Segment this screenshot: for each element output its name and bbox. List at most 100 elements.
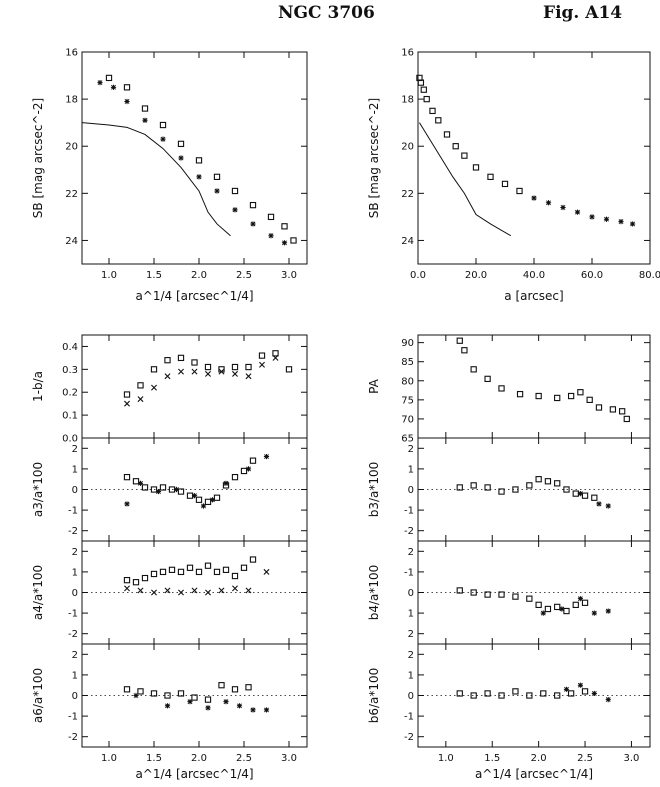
data-point-square (213, 494, 221, 501)
data-point-square (222, 566, 230, 573)
y-axis-label: a4/a*100 (31, 565, 45, 620)
data-point-star (232, 207, 238, 213)
y-tick-label: 1 (408, 464, 414, 475)
data-point-square (512, 593, 519, 600)
data-point-star (531, 195, 537, 201)
y-tick-label: 1 (408, 609, 414, 620)
data-point-square (150, 366, 158, 373)
data-point-square (168, 566, 176, 573)
x-axis-label: a^1/4 [arcsec^1/4] (135, 767, 253, 781)
y-tick-label: -2 (68, 526, 78, 537)
y-tick-label: 22 (401, 189, 414, 200)
y-tick-label: 0 (72, 588, 78, 599)
data-point-square (487, 173, 494, 180)
data-point-square (159, 568, 167, 576)
data-point-cross (137, 587, 144, 594)
x-axis-label: a^1/4 [arcsec^1/4] (475, 767, 593, 781)
data-point-star (178, 155, 184, 161)
data-point-star (577, 596, 583, 602)
data-point-cross (164, 587, 171, 594)
data-point-square (470, 482, 477, 489)
data-point-square (231, 686, 239, 693)
data-point-square (195, 157, 203, 164)
data-point-star (223, 699, 229, 705)
y-tick-label: -2 (404, 526, 414, 537)
data-point-star (137, 480, 144, 486)
x-tick-label: 3.0 (281, 753, 297, 764)
y-tick-label: -1 (404, 567, 414, 578)
data-point-star (133, 692, 139, 699)
panel-sb-r14: 1.0 1.5 2.0 2.5 3.0 16 18 20 22 24 SB [mag arcsec^… (31, 48, 308, 303)
y-tick-label: -1 (404, 506, 414, 517)
data-point-square (164, 357, 171, 364)
data-point-star (589, 214, 595, 220)
y-tick-label: 0 (72, 691, 78, 702)
data-point-star (223, 480, 229, 486)
x-tick-label: 1.0 (101, 753, 117, 764)
data-point-star (560, 204, 566, 211)
data-point-square (563, 486, 570, 493)
data-point-square (123, 686, 131, 693)
data-point-square (204, 562, 212, 569)
data-point-star (263, 707, 270, 713)
data-point-square (470, 692, 477, 699)
y-tick-label: 18 (65, 95, 78, 106)
data-point-square (461, 347, 468, 354)
data-point-square (512, 688, 519, 695)
figure-object-title: NGC 3706 (278, 3, 375, 23)
data-point-square (498, 488, 505, 495)
data-point-square (516, 390, 524, 398)
x-tick-label: 2.5 (577, 753, 593, 764)
y-tick-label: 22 (65, 189, 78, 200)
data-point-square (563, 607, 570, 615)
data-point-square (245, 684, 252, 691)
x-tick-label: 3.0 (623, 753, 639, 764)
data-point-cross (191, 587, 198, 594)
data-point-cross (218, 368, 225, 375)
data-point-square (535, 601, 542, 609)
data-point-square (231, 473, 239, 481)
figure-number: Fig. A14 (543, 3, 623, 23)
plot-frame (81, 51, 308, 265)
data-point-square (231, 363, 239, 371)
y-tick-label: -1 (68, 609, 78, 620)
data-point-square (581, 492, 589, 499)
x-tick-label: 2.5 (236, 270, 252, 281)
data-point-square (554, 692, 561, 699)
x-tick-label: 60.0 (581, 270, 603, 281)
data-point-square (516, 187, 523, 195)
data-point-square (591, 494, 598, 501)
data-point-star (173, 486, 180, 493)
y-tick-label: 2 (72, 650, 78, 661)
panel-b6: 1.0 1.5 2.0 2.5 3.0 -2 -1 0 1 2 b6/a*100 a^1/4 [arc… (367, 643, 651, 781)
data-point-star (155, 488, 162, 495)
data-point-square (137, 382, 144, 389)
panel-ellipticity: 0.0 0.1 0.2 0.3 0.4 1-b/a (31, 334, 308, 445)
y-tick-label: 1 (408, 670, 414, 681)
y-tick-label: 90 (401, 338, 414, 349)
data-point-cross (232, 585, 238, 592)
data-point-square (159, 484, 167, 491)
x-tick-label: 1.5 (146, 270, 162, 281)
data-point-star (164, 703, 171, 709)
y-tick-label: 70 (401, 414, 414, 425)
data-point-cross (232, 370, 238, 377)
data-point-star (563, 686, 570, 692)
data-point-square (417, 79, 425, 86)
data-point-cross (205, 589, 211, 596)
data-point-square (554, 603, 561, 611)
y-tick-label: 20 (401, 142, 414, 153)
y-tick-label: 0.1 (62, 411, 78, 422)
data-point-square (191, 694, 198, 701)
series-line (81, 122, 231, 237)
x-tick-label: 0.0 (410, 270, 426, 281)
data-point-square (544, 478, 552, 485)
data-point-square (554, 480, 561, 487)
panel-pa: 65 70 75 80 85 90 PA (367, 334, 651, 445)
data-point-square (204, 363, 212, 371)
data-point-star (250, 221, 256, 227)
x-tick-label: 1.0 (101, 270, 117, 281)
data-point-cross (178, 368, 184, 375)
y-axis-label: a3/a*100 (31, 462, 45, 517)
y-tick-label: 0 (408, 588, 414, 599)
